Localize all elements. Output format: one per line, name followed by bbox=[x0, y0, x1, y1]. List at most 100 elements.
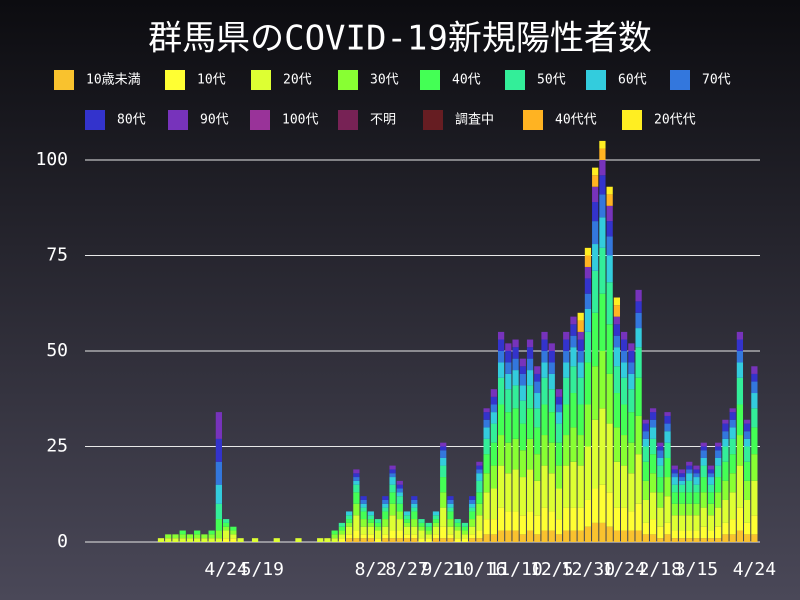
bar-segment bbox=[346, 511, 353, 516]
bar-segment bbox=[555, 465, 563, 489]
bar-segment bbox=[461, 538, 469, 542]
bar-segment bbox=[678, 503, 686, 516]
bar-segment bbox=[317, 538, 324, 542]
bar-segment bbox=[744, 499, 751, 523]
y-tick-label: 50 bbox=[46, 340, 68, 361]
bar-segment bbox=[678, 530, 686, 539]
bar-segment bbox=[447, 526, 454, 535]
bar-segment bbox=[403, 522, 411, 527]
bar-segment bbox=[346, 519, 353, 523]
bar-segment bbox=[715, 507, 722, 527]
bar-segment bbox=[621, 351, 628, 363]
bar-segment bbox=[592, 312, 599, 367]
bar-segment bbox=[628, 511, 635, 531]
bar-segment bbox=[505, 351, 512, 363]
bar-segment bbox=[555, 412, 563, 424]
bar-segment bbox=[541, 362, 548, 378]
bar-segment bbox=[490, 465, 497, 489]
bar-segment bbox=[584, 446, 592, 500]
bar-segment bbox=[736, 377, 744, 405]
bar-segment bbox=[649, 473, 657, 493]
bar-segment bbox=[649, 534, 657, 542]
x-tick-label: 2/18 bbox=[639, 559, 682, 580]
bar-segment bbox=[230, 534, 237, 539]
bar-segment bbox=[693, 473, 700, 478]
bar-segment bbox=[570, 347, 577, 367]
bar-segment bbox=[729, 534, 736, 542]
bar-segment bbox=[599, 484, 606, 523]
bar-segment bbox=[353, 473, 360, 478]
bar-segment bbox=[635, 454, 642, 504]
bar-segment bbox=[512, 347, 519, 359]
bar-segment bbox=[570, 393, 577, 428]
bar-segment bbox=[606, 205, 613, 222]
bar-segment bbox=[476, 480, 483, 493]
bar-segment bbox=[469, 519, 476, 527]
x-tick-label: 4/24 bbox=[733, 559, 776, 580]
bar-segment bbox=[577, 351, 584, 363]
bar-segment bbox=[461, 530, 469, 535]
bar-segment bbox=[526, 339, 534, 348]
bar-segment bbox=[707, 538, 715, 542]
legend-label: 90代 bbox=[200, 113, 229, 128]
bar-segment bbox=[374, 538, 382, 542]
bar-segment bbox=[541, 331, 548, 340]
bar-segment bbox=[534, 480, 541, 516]
bar-segment bbox=[736, 530, 744, 542]
bar-segment bbox=[744, 534, 751, 542]
bar-segment bbox=[432, 515, 440, 520]
legend-label: 20代代 bbox=[654, 113, 696, 128]
legend-swatch bbox=[338, 70, 358, 90]
bar-segment bbox=[353, 503, 360, 516]
bar-segment bbox=[201, 534, 208, 539]
bar-segment bbox=[447, 503, 454, 508]
bar-segment bbox=[621, 362, 628, 378]
bar-segment bbox=[483, 427, 490, 439]
bar-segment bbox=[222, 538, 230, 542]
bar-segment bbox=[592, 167, 599, 176]
bar-segment bbox=[693, 515, 700, 531]
bar-segment bbox=[584, 526, 592, 542]
bar-segment bbox=[621, 377, 628, 405]
bar-segment bbox=[360, 538, 367, 542]
bar-segment bbox=[526, 438, 534, 470]
bar-segment bbox=[671, 473, 678, 478]
x-tick-label: 1/24 bbox=[602, 559, 645, 580]
bar-segment bbox=[664, 431, 671, 443]
bar-segment bbox=[599, 140, 606, 149]
bar-segment bbox=[599, 175, 606, 195]
bar-segment bbox=[497, 331, 505, 340]
bar-segment bbox=[476, 530, 483, 539]
bar-segment bbox=[411, 519, 418, 527]
bar-segment bbox=[577, 530, 584, 542]
bar-segment bbox=[707, 465, 715, 470]
bar-segment bbox=[563, 404, 570, 436]
bar-segment bbox=[338, 534, 346, 539]
bar-segment bbox=[389, 484, 396, 493]
bar-segment bbox=[505, 511, 512, 531]
bar-segment bbox=[606, 492, 613, 527]
bar-segment bbox=[497, 351, 505, 363]
bar-segment bbox=[584, 255, 592, 267]
bar-segment bbox=[215, 530, 222, 539]
bar-segment bbox=[447, 519, 454, 527]
legend-swatch bbox=[251, 70, 271, 90]
bar-segment bbox=[215, 503, 222, 520]
bar-segment bbox=[606, 221, 613, 237]
bar-segment bbox=[425, 530, 432, 535]
bar-segment bbox=[353, 492, 360, 504]
bar-segment bbox=[664, 477, 671, 497]
bar-segment bbox=[396, 488, 403, 493]
bar-segment bbox=[411, 526, 418, 535]
bar-segment bbox=[534, 454, 541, 481]
bar-segment bbox=[382, 538, 389, 542]
x-tick-label: 9/21 bbox=[422, 559, 465, 580]
bar-segment bbox=[346, 538, 353, 542]
bar-segment bbox=[230, 538, 237, 542]
bar-segment bbox=[577, 507, 584, 531]
bar-segment bbox=[432, 534, 440, 539]
bar-segment bbox=[461, 526, 469, 531]
bar-segment bbox=[592, 270, 599, 313]
bar-segment bbox=[490, 389, 497, 397]
